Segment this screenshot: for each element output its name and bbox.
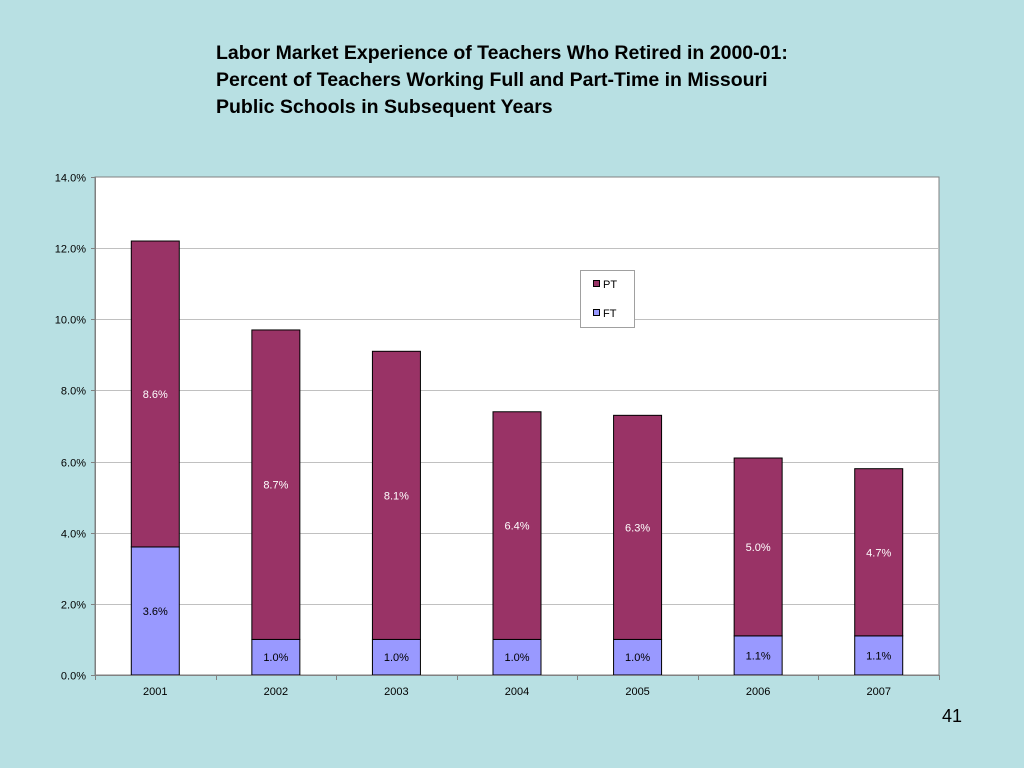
page-number: 41 xyxy=(941,706,962,726)
y-tick-label: 12.0% xyxy=(55,244,86,256)
data-label-pt: 8.1% xyxy=(384,490,409,502)
x-tick-label: 2003 xyxy=(384,686,408,698)
y-tick-label: 0.0% xyxy=(61,671,86,683)
x-tick-label: 2002 xyxy=(264,686,288,698)
x-tick-label: 2006 xyxy=(746,686,770,698)
bar-pt xyxy=(130,240,180,548)
data-label-ft: 1.0% xyxy=(504,652,529,664)
bar-pt xyxy=(251,329,301,640)
x-tick-label: 2007 xyxy=(866,686,890,698)
x-tick-label: 2005 xyxy=(625,686,649,698)
data-label-pt: 8.6% xyxy=(143,389,168,401)
y-tick-label: 10.0% xyxy=(55,315,86,327)
bar-ft xyxy=(130,546,180,676)
bar-pt xyxy=(613,414,663,640)
bar-ft xyxy=(854,635,904,676)
data-label-pt: 6.3% xyxy=(625,522,650,534)
bar-pt xyxy=(371,350,421,640)
x-tick-label: 2004 xyxy=(505,686,529,698)
y-tick-label: 8.0% xyxy=(61,386,86,398)
bar-pt xyxy=(854,468,904,637)
legend-box xyxy=(580,270,635,328)
slide-title-line-1: Labor Market Experience of Teachers Who … xyxy=(216,42,788,64)
y-tick-label: 14.0% xyxy=(55,173,86,185)
data-label-ft: 1.1% xyxy=(866,650,891,662)
legend-label-pt: PT xyxy=(603,279,617,291)
legend-label-ft: FT xyxy=(603,308,617,320)
data-label-pt: 5.0% xyxy=(746,542,771,554)
bar-ft xyxy=(613,638,663,676)
bar-pt xyxy=(492,411,542,640)
legend-swatch-ft xyxy=(593,309,600,316)
data-label-ft: 3.6% xyxy=(143,606,168,618)
legend-swatch-pt xyxy=(593,280,600,287)
slide-title-line-3: Public Schools in Subsequent Years xyxy=(216,96,553,118)
data-label-ft: 1.0% xyxy=(384,652,409,664)
data-label-ft: 1.1% xyxy=(746,650,771,662)
data-label-pt: 4.7% xyxy=(866,547,891,559)
data-label-pt: 8.7% xyxy=(263,480,288,492)
x-tick-label: 2001 xyxy=(143,686,167,698)
data-label-pt: 6.4% xyxy=(504,521,529,533)
y-tick-label: 2.0% xyxy=(61,600,86,612)
data-label-ft: 1.0% xyxy=(263,652,288,664)
data-label-ft: 1.0% xyxy=(625,652,650,664)
y-tick-label: 4.0% xyxy=(61,529,86,541)
bar-pt xyxy=(733,457,783,637)
slide-title: Labor Market Experience of Teachers Who … xyxy=(216,40,936,121)
y-tick-label: 6.0% xyxy=(61,458,86,470)
bar-ft xyxy=(371,638,421,676)
slide-title-line-2: Percent of Teachers Working Full and Par… xyxy=(216,69,768,91)
